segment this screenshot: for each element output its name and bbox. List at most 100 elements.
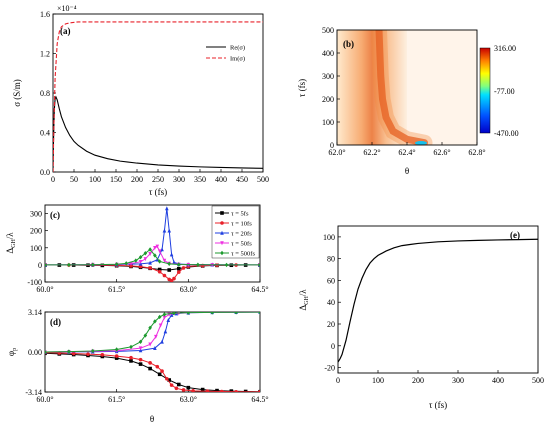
panel-e-series	[338, 238, 538, 363]
panel-c: 60.0° 61.5° 63.0° 64.5° -100 0 100 200 300 (c) Δ…	[5, 204, 269, 294]
panel-d-series-4	[45, 312, 260, 353]
panel-c-point	[176, 262, 181, 267]
panel-d-point	[148, 342, 152, 347]
panel-e-series	[338, 238, 538, 363]
panel-a-ytick-label: 0.4	[40, 129, 50, 138]
panel-d-point	[169, 312, 174, 317]
panel-d-point	[172, 312, 176, 316]
panel-d-point	[90, 348, 95, 354]
panel-d-point	[229, 389, 234, 392]
panel-a: 0 50 100 150 200 250 300 350 400 450 500 0.0 0.4 0.8 1…	[12, 4, 269, 197]
panel-b-label: (b)	[343, 39, 354, 49]
panel-d-xlabel: θ	[150, 414, 154, 424]
panel-d-ylabel: φp	[6, 348, 18, 356]
panel-e-xtick-label: 400	[492, 376, 504, 385]
panel-b-xtick-label: 62.6°	[433, 148, 450, 157]
panel-d-point	[162, 312, 167, 317]
panel-d-point	[67, 349, 71, 354]
panel-e-xtick-label: 200	[412, 376, 424, 385]
colorbar-tick-min: -470.00	[494, 129, 519, 138]
panel-a-series-re	[53, 95, 263, 172]
panel-e-ytick-label: 40	[327, 298, 335, 307]
panel-e-ytick-label: 20	[327, 320, 335, 329]
panel-b-ylabel: τ (fs)	[297, 79, 307, 97]
panel-d-point	[114, 347, 119, 352]
panel-d-point	[205, 389, 210, 392]
panel-a-xtick-label: 350	[194, 175, 206, 184]
panel-b-xlabel: θ	[405, 166, 409, 176]
panel-c-point	[133, 258, 138, 263]
panel-b-ytick-label: 200	[322, 95, 334, 104]
panel-a-xtick-label: 400	[215, 175, 227, 184]
panel-c-point	[176, 266, 181, 271]
legend-marker	[220, 230, 224, 235]
panel-d-point	[148, 325, 152, 330]
panel-d-point	[153, 319, 157, 324]
panel-e-label: (e)	[510, 230, 520, 240]
panel-b-xtick-label: 62.8°	[468, 148, 485, 157]
panel-e-xtick-label: 300	[452, 376, 464, 385]
panel-d-point	[258, 390, 260, 392]
panel-a-xtick-label: 450	[236, 175, 248, 184]
panel-e-ytick-label: 0	[331, 342, 335, 351]
panel-c-point	[169, 252, 174, 257]
panel-a-ytick-label: 1.6	[40, 10, 50, 19]
panel-a-label: (a)	[60, 26, 71, 36]
panel-a-ytick-label: 0.0	[40, 168, 50, 177]
panel-a-xtick-label: 500	[257, 175, 269, 184]
panel-d-point	[186, 312, 191, 315]
heatmap-minimum	[415, 141, 427, 145]
panel-d-point	[86, 352, 90, 356]
panel-a-frame	[52, 13, 264, 173]
panel-c-point	[169, 278, 174, 282]
heatmap-ridge	[375, 30, 428, 145]
panel-d-point	[138, 346, 143, 351]
panel-e-xtick-label: 100	[372, 376, 384, 385]
panel-a-xtick-label: 200	[131, 175, 143, 184]
panel-c-point	[148, 260, 152, 265]
panel-c-point	[143, 251, 148, 256]
panel-c-point	[181, 266, 186, 270]
panel-d-point	[243, 389, 248, 392]
panel-a-xtick-label: 100	[89, 175, 101, 184]
panel-a-xlabel: τ (fs)	[149, 187, 167, 197]
panel-d-point	[157, 372, 162, 377]
panel-b-ytick-label: 300	[322, 72, 334, 81]
panel-c-point	[196, 262, 200, 267]
panel-e-ytick-label: 100	[323, 233, 335, 242]
panel-d-point	[148, 361, 152, 365]
panel-c-point	[157, 249, 162, 254]
legend-label: τ = 5fs	[231, 210, 249, 217]
panel-d-series-1	[45, 352, 260, 392]
panel-c-point	[157, 267, 162, 272]
panel-c-point	[162, 273, 167, 278]
panel-c-point	[172, 260, 176, 265]
panel-c-point	[138, 260, 143, 265]
panel-d-point	[169, 383, 174, 387]
panel-d-point	[219, 389, 224, 392]
panel-c-point	[162, 228, 167, 233]
legend-marker	[220, 250, 224, 256]
panel-b-ytick-label: 100	[322, 118, 334, 127]
panel-d-point	[165, 376, 169, 381]
panel-a-ylabel: σ (S/m)	[12, 79, 22, 107]
panel-d-xtick-label: 60.0°	[36, 395, 53, 404]
panel-d-point	[166, 317, 171, 322]
panel-b-ticks: 62.0° 62.2° 62.4° 62.6° 62.8° 0 100 200 300 400 50…	[322, 26, 486, 157]
panel-c-xtick-label: 60.0°	[36, 285, 53, 294]
panel-d-point	[215, 388, 219, 392]
panel-c-xtick-label: 61.5°	[108, 285, 125, 294]
panel-c-point	[148, 266, 152, 270]
panel-b-ytick-label: 0	[330, 141, 334, 150]
panel-c-point	[45, 262, 47, 268]
panel-c-point	[148, 251, 152, 256]
panel-c-point	[67, 262, 71, 268]
panel-c-point	[165, 206, 169, 211]
panel-a-ticks: 0 50 100 150 200 250 300 350 400 450 500 0.0 0.4 0.8 1…	[40, 10, 269, 184]
legend-label: τ = 10fs	[231, 220, 252, 227]
panel-c-point	[138, 254, 143, 260]
panel-c-point	[167, 268, 172, 272]
panel-a-multiplier: ×10⁻⁴	[57, 4, 77, 13]
panel-d-point	[129, 359, 133, 363]
